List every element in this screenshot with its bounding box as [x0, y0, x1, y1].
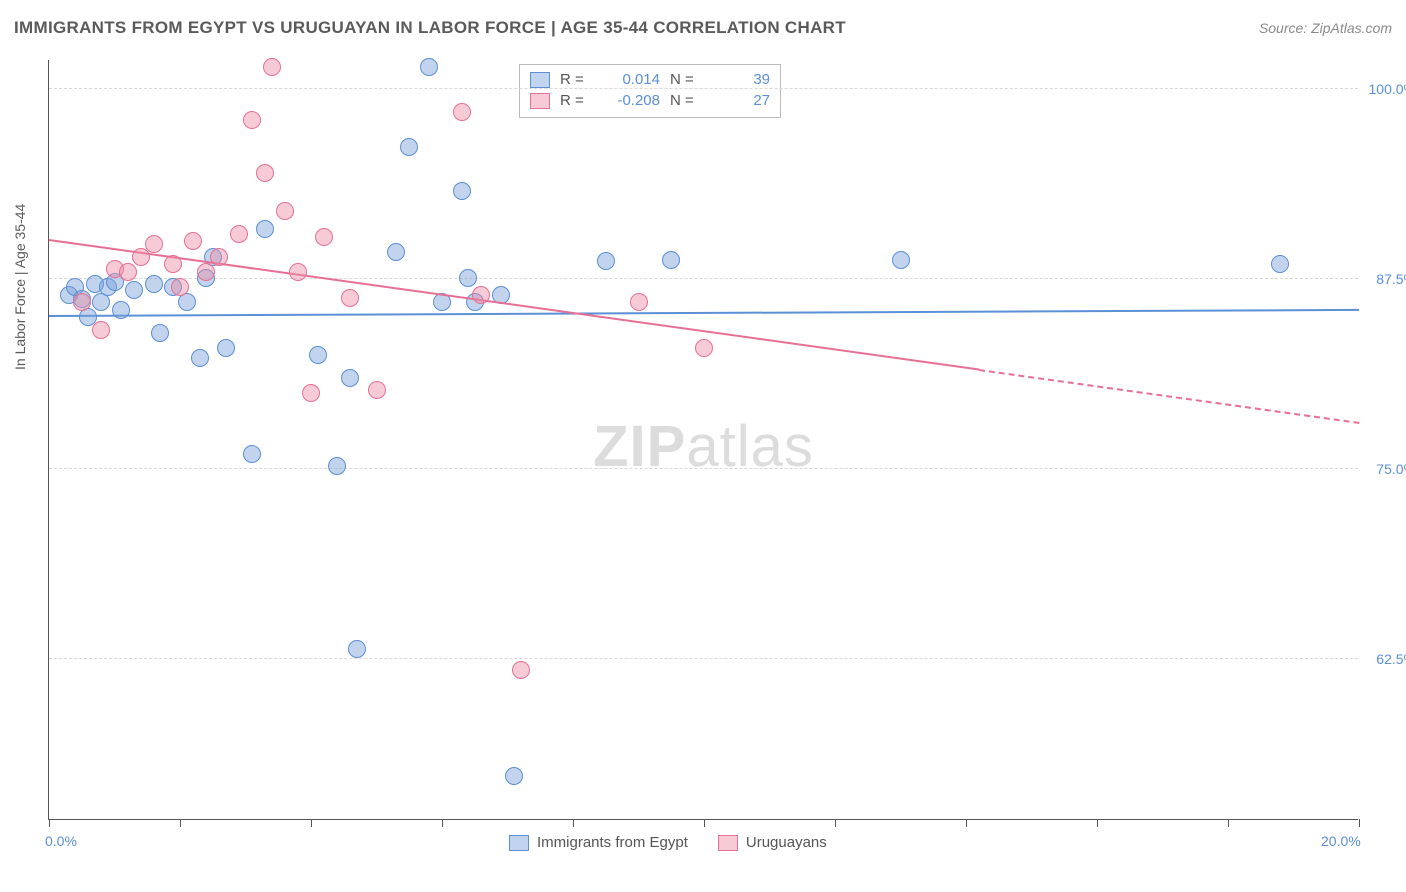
legend-label-egypt: Immigrants from Egypt	[537, 834, 688, 851]
x-tick	[180, 819, 181, 827]
data-point	[1271, 255, 1289, 273]
data-point	[125, 281, 143, 299]
n-label: N =	[670, 71, 702, 88]
data-point	[892, 251, 910, 269]
data-point	[243, 445, 261, 463]
n-value-uruguay: 27	[712, 92, 770, 109]
x-tick-label: 0.0%	[45, 833, 77, 849]
r-value-egypt: 0.014	[602, 71, 660, 88]
data-point	[263, 58, 281, 76]
data-point	[453, 182, 471, 200]
gridline	[49, 278, 1358, 279]
data-point	[92, 321, 110, 339]
r-label: R =	[560, 92, 592, 109]
data-point	[630, 293, 648, 311]
x-tick	[573, 819, 574, 827]
data-point	[256, 164, 274, 182]
x-tick-label: 20.0%	[1321, 833, 1361, 849]
watermark: ZIPatlas	[593, 413, 814, 480]
data-point	[341, 289, 359, 307]
data-point	[302, 384, 320, 402]
data-point	[453, 103, 471, 121]
x-tick	[49, 819, 50, 827]
data-point	[151, 324, 169, 342]
source-attribution: Source: ZipAtlas.com	[1259, 20, 1392, 36]
data-point	[256, 220, 274, 238]
data-point	[230, 225, 248, 243]
x-tick	[1359, 819, 1360, 827]
series-legend: Immigrants from Egypt Uruguayans	[509, 834, 827, 851]
y-axis-label: In Labor Force | Age 35-44	[12, 204, 28, 370]
correlation-legend: R = 0.014 N = 39 R = -0.208 N = 27	[519, 64, 781, 118]
swatch-egypt	[530, 72, 550, 88]
n-value-egypt: 39	[712, 71, 770, 88]
data-point	[328, 457, 346, 475]
data-point	[289, 263, 307, 281]
legend-row-egypt: R = 0.014 N = 39	[530, 69, 770, 90]
swatch-uruguay-icon	[718, 835, 738, 851]
data-point	[184, 232, 202, 250]
plot-area: ZIPatlas R = 0.014 N = 39 R = -0.208 N =…	[48, 60, 1358, 820]
data-point	[210, 248, 228, 266]
y-tick-label: 87.5%	[1376, 271, 1406, 287]
data-point	[597, 252, 615, 270]
x-tick	[835, 819, 836, 827]
r-label: R =	[560, 71, 592, 88]
y-tick-label: 75.0%	[1376, 461, 1406, 477]
gridline	[49, 88, 1358, 89]
data-point	[505, 767, 523, 785]
data-point	[112, 301, 130, 319]
data-point	[420, 58, 438, 76]
data-point	[191, 349, 209, 367]
chart-title: IMMIGRANTS FROM EGYPT VS URUGUAYAN IN LA…	[14, 18, 846, 38]
data-point	[459, 269, 477, 287]
x-tick	[311, 819, 312, 827]
y-tick-label: 62.5%	[1376, 651, 1406, 667]
swatch-egypt-icon	[509, 835, 529, 851]
data-point	[512, 661, 530, 679]
data-point	[243, 111, 261, 129]
data-point	[662, 251, 680, 269]
data-point	[309, 346, 327, 364]
legend-item-uruguay: Uruguayans	[718, 834, 827, 851]
swatch-uruguay	[530, 93, 550, 109]
data-point	[73, 293, 91, 311]
data-point	[145, 235, 163, 253]
data-point	[217, 339, 235, 357]
x-tick	[442, 819, 443, 827]
gridline	[49, 658, 1358, 659]
x-tick	[1097, 819, 1098, 827]
data-point	[315, 228, 333, 246]
gridline	[49, 468, 1358, 469]
data-point	[348, 640, 366, 658]
y-tick-label: 100.0%	[1369, 81, 1406, 97]
x-tick	[966, 819, 967, 827]
x-tick	[1228, 819, 1229, 827]
legend-item-egypt: Immigrants from Egypt	[509, 834, 688, 851]
trendline-egypt	[49, 309, 1359, 317]
data-point	[368, 381, 386, 399]
trendline-uruguay	[979, 369, 1359, 424]
data-point	[400, 138, 418, 156]
legend-label-uruguay: Uruguayans	[746, 834, 827, 851]
n-label: N =	[670, 92, 702, 109]
data-point	[695, 339, 713, 357]
data-point	[145, 275, 163, 293]
data-point	[387, 243, 405, 261]
data-point	[276, 202, 294, 220]
data-point	[197, 263, 215, 281]
x-tick	[704, 819, 705, 827]
data-point	[119, 263, 137, 281]
data-point	[171, 278, 189, 296]
r-value-uruguay: -0.208	[602, 92, 660, 109]
data-point	[341, 369, 359, 387]
legend-row-uruguay: R = -0.208 N = 27	[530, 90, 770, 111]
data-point	[164, 255, 182, 273]
data-point	[472, 286, 490, 304]
